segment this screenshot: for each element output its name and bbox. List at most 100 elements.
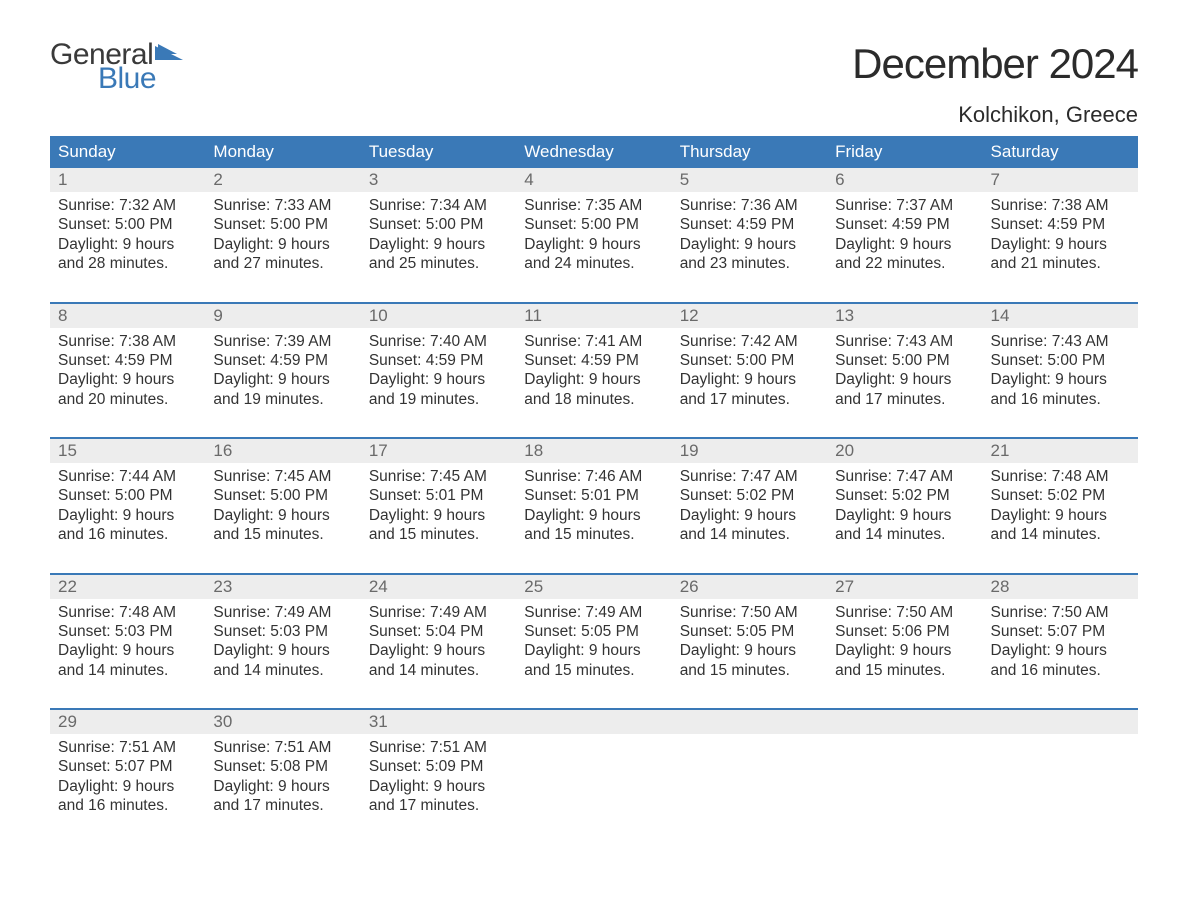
daylight-line: Daylight: 9 hours and 15 minutes. (524, 642, 640, 678)
day-number-cell: 19 (672, 439, 827, 463)
day-number-cell: 31 (361, 710, 516, 734)
daylight-line: Daylight: 9 hours and 23 minutes. (680, 236, 796, 272)
day-content-cell: Sunrise: 7:49 AMSunset: 5:03 PMDaylight:… (205, 599, 360, 710)
col-thursday: Thursday (672, 136, 827, 168)
sunset-line: Sunset: 5:03 PM (58, 623, 173, 640)
day-number-cell: 6 (827, 168, 982, 192)
day-content-cell: Sunrise: 7:39 AMSunset: 4:59 PMDaylight:… (205, 328, 360, 439)
col-wednesday: Wednesday (516, 136, 671, 168)
daylight-line: Daylight: 9 hours and 17 minutes. (835, 371, 951, 407)
day-header-row: Sunday Monday Tuesday Wednesday Thursday… (50, 136, 1138, 168)
col-sunday: Sunday (50, 136, 205, 168)
day-content-cell: Sunrise: 7:35 AMSunset: 5:00 PMDaylight:… (516, 192, 671, 303)
day-content-cell: Sunrise: 7:43 AMSunset: 5:00 PMDaylight:… (827, 328, 982, 439)
sunrise-line: Sunrise: 7:48 AM (58, 604, 176, 621)
col-friday: Friday (827, 136, 982, 168)
day-content-cell: Sunrise: 7:32 AM Sunset: 5:00 PM Daylight:… (50, 192, 205, 303)
day-number-cell: 29 (50, 710, 205, 734)
day-number-cell (827, 710, 982, 734)
daylight-line: Daylight: 9 hours and 16 minutes. (991, 642, 1107, 678)
day-number-cell: 11 (516, 304, 671, 328)
day-content-cell: Sunrise: 7:34 AMSunset: 5:00 PMDaylight:… (361, 192, 516, 303)
daylight-line: Daylight: 9 hours and 28 minutes. (58, 236, 174, 272)
sunrise-line: Sunrise: 7:50 AM (991, 604, 1109, 621)
sunset-line: Sunset: 5:01 PM (524, 487, 639, 504)
day-number-cell: 27 (827, 575, 982, 599)
day-content-row: Sunrise: 7:48 AM Sunset: 5:03 PM Daylight:… (50, 599, 1138, 710)
day-content-cell: Sunrise: 7:47 AMSunset: 5:02 PMDaylight:… (827, 463, 982, 574)
sunset-line: Sunset: 5:02 PM (680, 487, 795, 504)
sunrise-line: Sunrise: 7:49 AM (524, 604, 642, 621)
day-number-cell: 20 (827, 439, 982, 463)
day-content-row: Sunrise: 7:51 AM Sunset: 5:07 PM Daylight:… (50, 734, 1138, 826)
daylight-line: Daylight: 9 hours and 21 minutes. (991, 236, 1107, 272)
day-number-cell: 23 (205, 575, 360, 599)
sunrise-line: Sunrise: 7:34 AM (369, 197, 487, 214)
logo-text-blue: Blue (98, 64, 185, 94)
sunrise-line: Sunrise: 7:33 AM (213, 197, 331, 214)
day-content-cell: Sunrise: 7:50 AMSunset: 5:07 PMDaylight:… (983, 599, 1138, 710)
sunrise-line: Sunrise: 7:37 AM (835, 197, 953, 214)
sunset-line: Sunset: 4:59 PM (58, 352, 173, 369)
day-number-cell: 12 (672, 304, 827, 328)
sunrise-line: Sunrise: 7:47 AM (835, 468, 953, 485)
daylight-line: Daylight: 9 hours and 17 minutes. (213, 778, 329, 814)
sunset-line: Sunset: 5:00 PM (58, 216, 173, 233)
day-content-cell: Sunrise: 7:45 AMSunset: 5:01 PMDaylight:… (361, 463, 516, 574)
sunrise-line: Sunrise: 7:45 AM (369, 468, 487, 485)
daylight-line: Daylight: 9 hours and 14 minutes. (369, 642, 485, 678)
day-number-row: 891011121314 (50, 304, 1138, 328)
day-number-cell: 5 (672, 168, 827, 192)
title-block: December 2024 Kolchikon, Greece (852, 40, 1138, 128)
day-content-cell: Sunrise: 7:38 AMSunset: 4:59 PMDaylight:… (50, 328, 205, 439)
day-content-cell: Sunrise: 7:40 AMSunset: 4:59 PMDaylight:… (361, 328, 516, 439)
sunset-line: Sunset: 5:02 PM (991, 487, 1106, 504)
day-number-row: 15161718192021 (50, 439, 1138, 463)
day-content-cell: Sunrise: 7:51 AMSunset: 5:07 PMDaylight:… (50, 734, 205, 826)
sunset-line: Sunset: 5:00 PM (680, 352, 795, 369)
day-content-cell (516, 734, 671, 826)
sunrise-line: Sunrise: 7:51 AM (213, 739, 331, 756)
day-number-cell: 18 (516, 439, 671, 463)
sunrise-line: Sunrise: 7:32 AM (58, 197, 176, 214)
sunrise-line: Sunrise: 7:49 AM (213, 604, 331, 621)
day-content-cell: Sunrise: 7:41 AMSunset: 4:59 PMDaylight:… (516, 328, 671, 439)
day-content-cell: Sunrise: 7:48 AM Sunset: 5:03 PM Daylight:… (50, 599, 205, 710)
day-content-cell: Sunrise: 7:33 AMSunset: 5:00 PMDaylight:… (205, 192, 360, 303)
sunset-line: Sunset: 5:07 PM (58, 758, 173, 775)
sunset-line: Sunset: 4:59 PM (524, 352, 639, 369)
sunset-line: Sunset: 4:59 PM (213, 352, 328, 369)
day-content-cell: Sunrise: 7:43 AMSunset: 5:00 PMDaylight:… (983, 328, 1138, 439)
daylight-line: Daylight: 9 hours and 15 minutes. (680, 642, 796, 678)
day-number-row: 22232425262728 (50, 575, 1138, 599)
day-content-cell: Sunrise: 7:49 AMSunset: 5:04 PMDaylight:… (361, 599, 516, 710)
day-content-cell (983, 734, 1138, 826)
sunset-line: Sunset: 5:01 PM (369, 487, 484, 504)
daylight-line: Daylight: 9 hours and 14 minutes. (680, 507, 796, 543)
day-number-cell (672, 710, 827, 734)
daylight-line: Daylight: 9 hours and 14 minutes. (991, 507, 1107, 543)
day-content-cell: Sunrise: 7:51 AMSunset: 5:09 PMDaylight:… (361, 734, 516, 826)
daylight-line: Daylight: 9 hours and 14 minutes. (58, 642, 174, 678)
sunrise-line: Sunrise: 7:40 AM (369, 333, 487, 350)
daylight-line: Daylight: 9 hours and 17 minutes. (369, 778, 485, 814)
day-content-row: Sunrise: 7:32 AM Sunset: 5:00 PM Daylight:… (50, 192, 1138, 303)
day-number-cell: 25 (516, 575, 671, 599)
daylight-line: Daylight: 9 hours and 19 minutes. (369, 371, 485, 407)
sunset-line: Sunset: 5:03 PM (213, 623, 328, 640)
day-number-cell (983, 710, 1138, 734)
sunset-line: Sunset: 5:05 PM (680, 623, 795, 640)
daylight-line: Daylight: 9 hours and 27 minutes. (213, 236, 329, 272)
sunrise-line: Sunrise: 7:51 AM (58, 739, 176, 756)
sunrise-line: Sunrise: 7:51 AM (369, 739, 487, 756)
day-number-cell: 16 (205, 439, 360, 463)
flag-icon (155, 42, 185, 64)
day-number-cell: 15 (50, 439, 205, 463)
day-content-cell: Sunrise: 7:50 AMSunset: 5:05 PMDaylight:… (672, 599, 827, 710)
day-number-cell: 7 (983, 168, 1138, 192)
daylight-line: Daylight: 9 hours and 16 minutes. (58, 507, 174, 543)
sunset-line: Sunset: 5:05 PM (524, 623, 639, 640)
logo: General Blue (50, 40, 185, 94)
day-content-cell: Sunrise: 7:49 AM Sunset: 5:05 PM Daylight:… (516, 599, 671, 710)
day-content-cell: Sunrise: 7:48 AMSunset: 5:02 PMDaylight:… (983, 463, 1138, 574)
